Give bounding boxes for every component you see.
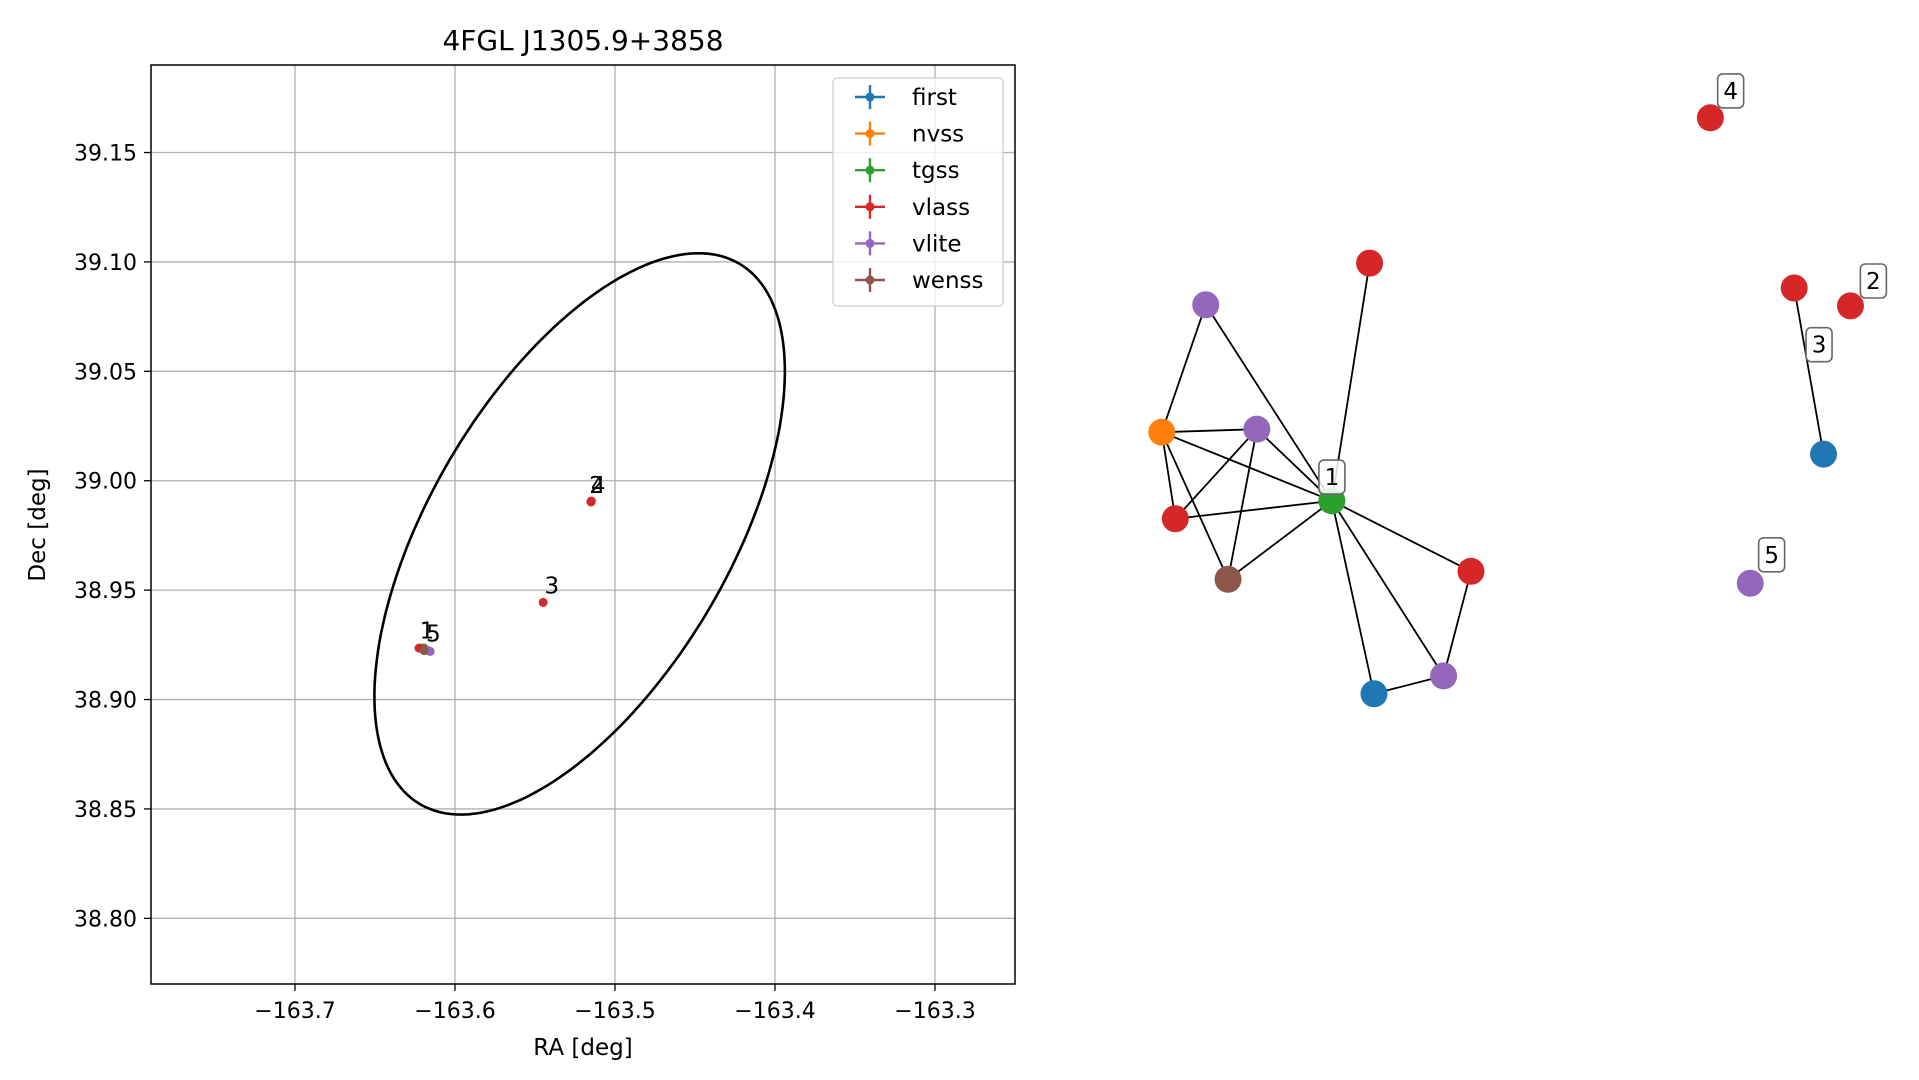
x-tick-label: −163.7 <box>254 999 335 1024</box>
point-label: 1 <box>420 618 435 644</box>
graph-edge <box>1161 428 1257 434</box>
graph-node-vlass <box>1696 104 1724 132</box>
graph-label: 4 <box>1723 79 1738 105</box>
scatter-chart: 15 24 3 −163.7 −163.6 −163.5 −163.4 −163.3 38.… <box>25 24 1016 1061</box>
legend-label-tgss: tgss <box>912 158 960 184</box>
error-ellipse <box>373 252 787 816</box>
legend-frame <box>832 77 1004 307</box>
graph-edge <box>1161 431 1333 502</box>
legend: first nvss tgss vlass vlite wenss <box>832 77 1004 307</box>
graph-label: 3 <box>1812 333 1827 359</box>
legend-marker-first <box>865 92 875 102</box>
graph-label-box <box>1318 459 1346 495</box>
legend-label-nvss: nvss <box>912 122 964 148</box>
graph-node-vlite <box>1430 662 1458 690</box>
graph-edge <box>1442 571 1472 677</box>
graph-edge <box>1160 304 1207 433</box>
network-graph: 1 4 2 3 5 <box>1148 73 1888 708</box>
graph-label-box <box>1757 536 1786 573</box>
x-tick-layer: −163.7 −163.6 −163.5 −163.4 −163.3 <box>254 984 976 1024</box>
graph-node-vlass <box>1356 249 1384 277</box>
graph-edge <box>1160 432 1177 519</box>
point-label: 3 <box>544 573 559 599</box>
legend-marker-nvss <box>865 129 875 139</box>
point-vlass <box>586 496 596 506</box>
legend-label-wenss: wenss <box>912 268 984 294</box>
point-label: 5 <box>426 622 441 648</box>
y-tick-label: 39.15 <box>74 142 137 167</box>
graph-edge <box>1174 428 1258 520</box>
y-tick-label: 38.90 <box>74 689 137 714</box>
graph-edge <box>1227 429 1258 580</box>
graph-edge <box>1175 499 1332 520</box>
graph-edge <box>1331 500 1375 694</box>
graph-node-vlite <box>1736 569 1764 597</box>
graph-node-vlite <box>1243 415 1271 443</box>
graph-label: 1 <box>1325 465 1340 491</box>
graph-node-vlass <box>1457 557 1485 585</box>
graph-node-nvss <box>1148 418 1176 446</box>
x-tick-label: −163.4 <box>734 999 815 1024</box>
x-axis-label: RA [deg] <box>533 1035 632 1061</box>
x-tick-label: −163.3 <box>894 999 975 1024</box>
graph-edge <box>1331 500 1472 573</box>
graph-node-vlass <box>1836 292 1864 320</box>
legend-label-vlass: vlass <box>912 195 970 221</box>
legend-marker-vlite <box>865 238 875 248</box>
graph-label: 2 <box>1866 269 1881 295</box>
graph-edge <box>1793 287 1825 455</box>
points-layer <box>414 496 596 656</box>
edge-layer <box>1160 262 1825 695</box>
graph-node-wenss <box>1214 565 1242 593</box>
legend-marker-tgss <box>865 165 875 175</box>
y-tick-label: 39.00 <box>74 470 137 495</box>
graph-label-box <box>1805 326 1833 363</box>
y-tick-label: 39.05 <box>74 360 137 385</box>
graph-label-box <box>1716 73 1745 109</box>
graph-label: 5 <box>1764 543 1779 569</box>
y-tick-label: 38.80 <box>74 907 137 932</box>
ellipse-layer <box>373 252 787 816</box>
y-tick-label: 38.95 <box>74 579 137 604</box>
graph-label-box <box>1859 263 1888 299</box>
y-tick-label: 39.10 <box>74 251 137 276</box>
network-label-layer: 1 4 2 3 5 <box>1318 73 1888 573</box>
point-label-layer: 15 24 3 <box>420 473 606 648</box>
point-label: 4 <box>591 473 606 499</box>
graph-node-vlass <box>1780 274 1808 302</box>
graph-edge <box>1331 500 1445 677</box>
x-tick-label: −163.6 <box>414 999 495 1024</box>
graph-node-vlite <box>1192 291 1220 319</box>
point-wenss <box>419 646 429 656</box>
graph-edge <box>1160 431 1229 580</box>
chart-title: 4FGL J1305.9+3858 <box>442 24 723 57</box>
plot-frame <box>150 64 1016 985</box>
legend-marker-wenss <box>865 275 875 285</box>
y-tick-label: 38.85 <box>74 798 137 823</box>
graph-node-first <box>1360 680 1388 708</box>
legend-label-first: first <box>912 85 957 111</box>
x-tick-label: −163.5 <box>574 999 655 1024</box>
graph-edge <box>1204 304 1333 502</box>
graph-edge <box>1227 500 1333 581</box>
graph-node-first <box>1810 440 1838 468</box>
point-vlass <box>538 597 548 607</box>
y-tick-layer: 38.80 38.85 38.90 38.95 39.00 39.05 39.10 39.15 <box>74 142 151 932</box>
point-label: 2 <box>589 473 604 499</box>
graph-node-vlass <box>1161 505 1189 533</box>
node-layer <box>1148 104 1864 708</box>
legend-marker-vlass <box>865 202 875 212</box>
legend-label-vlite: vlite <box>912 231 962 257</box>
y-axis-label: Dec [deg] <box>25 468 51 581</box>
